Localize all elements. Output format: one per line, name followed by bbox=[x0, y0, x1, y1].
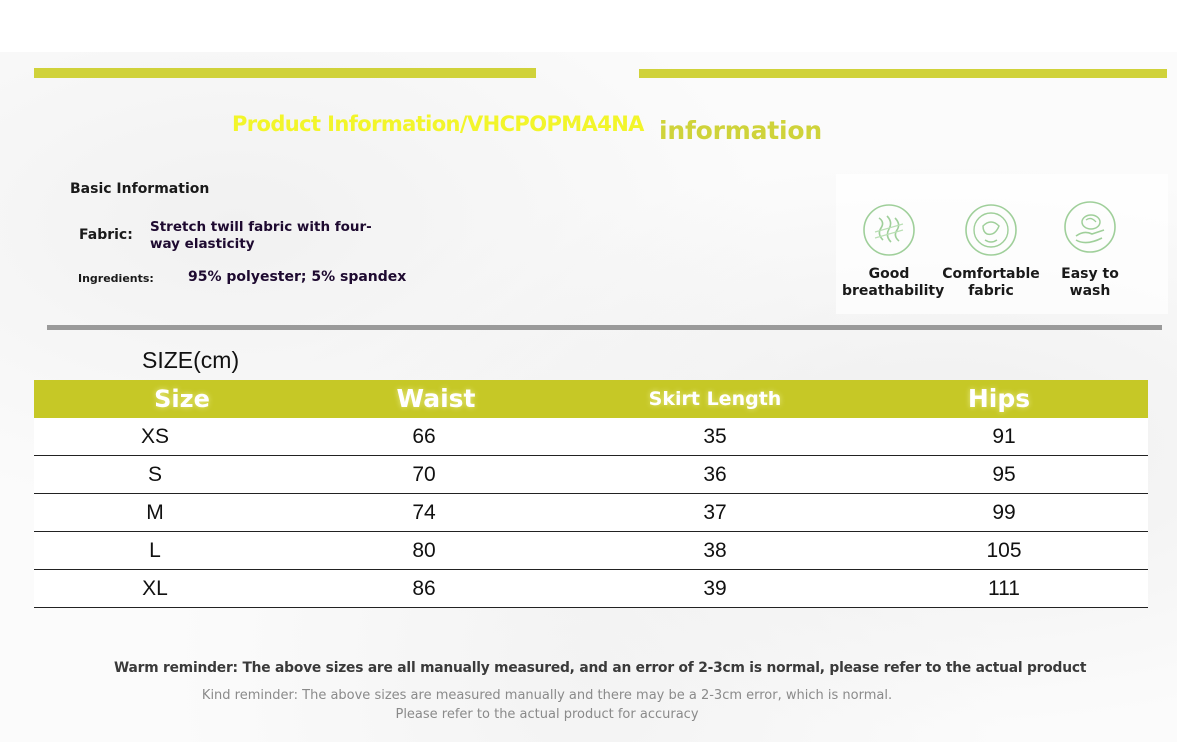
kind-reminder: Kind reminder: The above sizes are measu… bbox=[0, 686, 1094, 724]
table-row: XL 86 39 111 bbox=[34, 570, 1148, 608]
table-row: XS 66 35 91 bbox=[34, 418, 1148, 456]
product-title: Product Information/VHCPOPMA4NA bbox=[232, 112, 644, 136]
waist-cell: 70 bbox=[412, 463, 436, 486]
waist-cell: 74 bbox=[412, 501, 436, 524]
hips-cell: 105 bbox=[986, 539, 1022, 562]
skirt-length-cell: 36 bbox=[703, 463, 727, 486]
column-header-skirt-length: Skirt Length bbox=[648, 388, 782, 410]
size-chart-heading: SIZE(cm) bbox=[142, 347, 240, 373]
waist-cell: 86 bbox=[412, 577, 436, 600]
top-margin bbox=[0, 0, 1177, 52]
information-title: information bbox=[659, 116, 822, 145]
feature-label: Easy to wash bbox=[1061, 266, 1119, 299]
column-header-size: Size bbox=[154, 385, 210, 413]
warm-reminder: Warm reminder: The above sizes are all m… bbox=[114, 660, 1087, 676]
accent-bar-left bbox=[34, 68, 536, 78]
basic-info-heading: Basic Information bbox=[70, 181, 210, 197]
feature-breathability: Good breathability bbox=[842, 202, 944, 300]
table-row: M 74 37 99 bbox=[34, 494, 1148, 532]
kind-reminder-line-1: Kind reminder: The above sizes are measu… bbox=[201, 688, 893, 703]
fabric-value: Stretch twill fabric with four-way elast… bbox=[150, 219, 372, 252]
column-header-hips: Hips bbox=[967, 384, 1031, 413]
size-cell: XS bbox=[140, 425, 170, 448]
size-table-header: Size Waist Skirt Length Hips bbox=[34, 380, 1148, 418]
kind-reminder-line-2: Please refer to the actual product for a… bbox=[395, 707, 699, 722]
waist-cell: 66 bbox=[412, 425, 436, 448]
column-header-waist: Waist bbox=[396, 384, 476, 413]
fabric-label: Fabric: bbox=[79, 227, 133, 243]
table-row: L 80 38 105 bbox=[34, 532, 1148, 570]
size-table: Size Waist Skirt Length Hips XS 66 35 91… bbox=[34, 380, 1148, 608]
table-row: S 70 36 95 bbox=[34, 456, 1148, 494]
breathability-icon bbox=[863, 204, 915, 256]
skirt-length-cell: 37 bbox=[703, 501, 727, 524]
section-divider bbox=[47, 325, 1162, 330]
easy-wash-icon bbox=[1064, 201, 1116, 253]
feature-label: Comfortable fabric bbox=[942, 266, 1040, 299]
size-cell: S bbox=[147, 463, 163, 486]
ingredients-label: Ingredients: bbox=[78, 272, 154, 285]
ingredients-value: 95% polyester; 5% spandex bbox=[188, 269, 407, 285]
skirt-length-cell: 38 bbox=[703, 539, 727, 562]
size-cell: M bbox=[146, 501, 164, 524]
accent-bar-right bbox=[639, 69, 1167, 78]
waist-cell: 80 bbox=[412, 539, 436, 562]
features-panel bbox=[836, 174, 1168, 314]
skirt-length-cell: 39 bbox=[703, 577, 727, 600]
hips-cell: 99 bbox=[992, 501, 1016, 524]
feature-label: Good breathability bbox=[842, 266, 945, 299]
hips-cell: 91 bbox=[992, 425, 1016, 448]
hips-cell: 95 bbox=[992, 463, 1016, 486]
size-cell: XL bbox=[142, 577, 168, 600]
skirt-length-cell: 35 bbox=[703, 425, 727, 448]
size-cell: L bbox=[149, 539, 161, 562]
comfortable-fabric-icon bbox=[965, 204, 1017, 256]
hips-cell: 111 bbox=[988, 577, 1020, 600]
feature-easy-wash: Easy to wash bbox=[1042, 200, 1138, 300]
feature-comfortable: Comfortable fabric bbox=[941, 202, 1041, 300]
